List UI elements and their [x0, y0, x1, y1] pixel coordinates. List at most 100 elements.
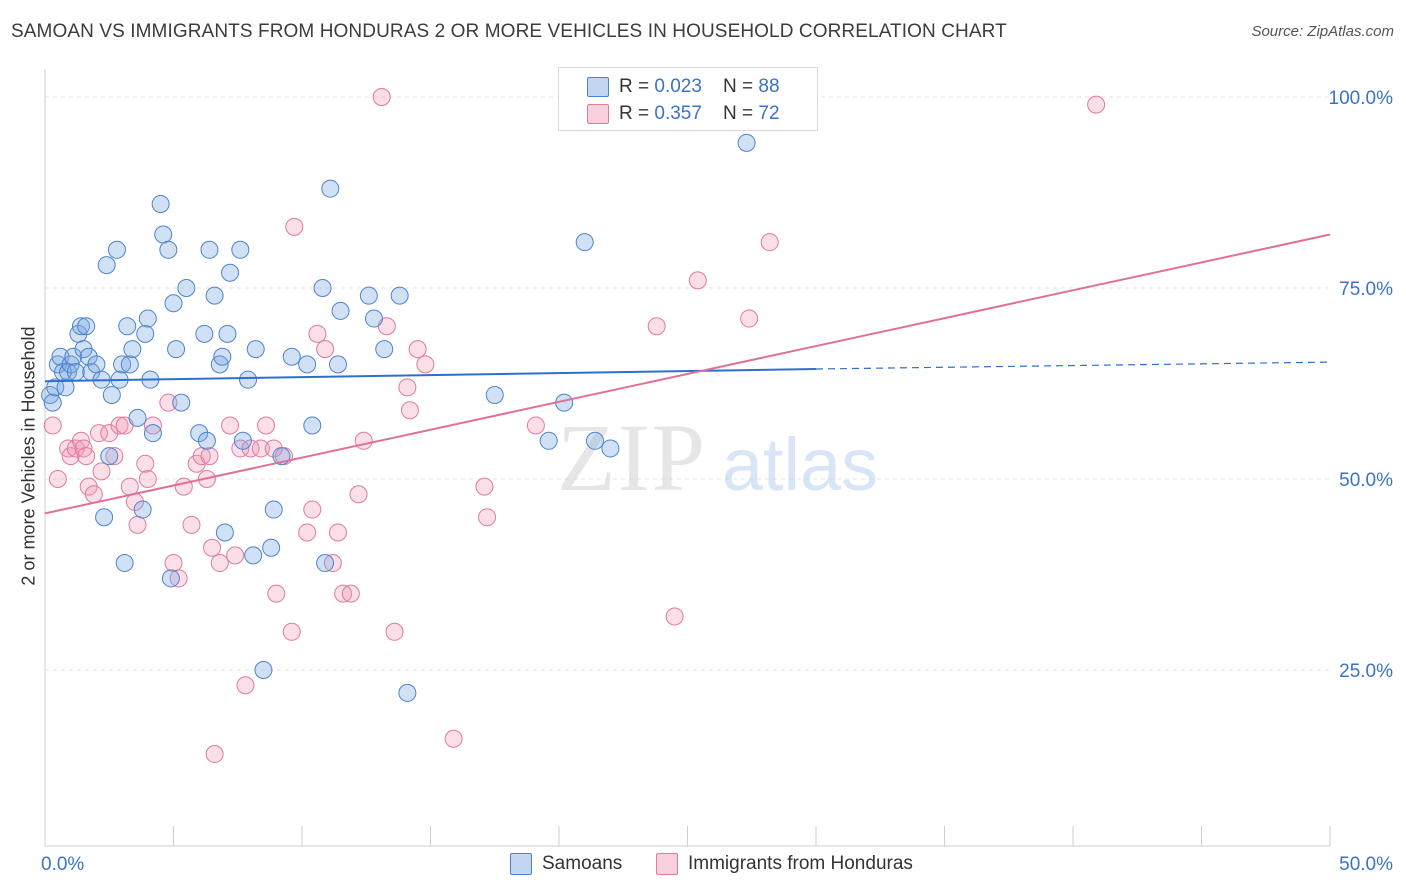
point-samoans — [213, 347, 232, 366]
point-honduras — [647, 317, 666, 336]
point-samoans — [56, 378, 75, 397]
point-samoans — [575, 233, 594, 252]
point-honduras — [760, 233, 779, 252]
correlation-legend: R = 0.023 N = 88 R = 0.357 N = 72 — [558, 67, 818, 131]
point-samoans — [398, 683, 417, 702]
point-honduras — [267, 584, 286, 603]
point-samoans — [195, 324, 214, 343]
x-tick-label: 50.0% — [1339, 854, 1393, 875]
point-samoans — [328, 355, 347, 374]
point-samoans — [164, 294, 183, 313]
legend-n-label: N = — [723, 76, 759, 97]
bottom-swatch-honduras — [656, 853, 678, 875]
point-samoans — [79, 347, 98, 366]
watermark-zip: ZIP — [557, 404, 707, 511]
point-samoans — [244, 546, 263, 565]
point-honduras — [416, 355, 435, 374]
point-samoans — [215, 523, 234, 542]
watermark: ZIP atlas — [557, 404, 878, 511]
legend-r-label: R = — [619, 76, 655, 97]
point-honduras — [100, 424, 119, 443]
trend-lines — [44, 233, 1331, 515]
point-honduras — [143, 416, 162, 435]
legend-swatch-honduras — [587, 104, 609, 124]
bottom-legend-honduras: Immigrants from Honduras — [656, 852, 913, 876]
point-samoans — [87, 355, 106, 374]
point-samoans — [364, 309, 383, 328]
point-honduras — [478, 508, 497, 527]
point-samoans — [115, 554, 134, 573]
bottom-legend-label-samoans: Samoans — [542, 853, 623, 874]
point-samoans — [375, 340, 394, 359]
point-honduras — [475, 477, 494, 496]
point-samoans — [282, 347, 301, 366]
point-honduras — [316, 340, 335, 359]
point-honduras — [221, 416, 240, 435]
point-honduras — [341, 584, 360, 603]
point-honduras — [164, 554, 183, 573]
point-samoans — [64, 347, 83, 366]
point-honduras — [200, 447, 219, 466]
y-tick-label: 100.0% — [1329, 88, 1394, 109]
y-tick-label: 75.0% — [1339, 279, 1393, 300]
point-samoans — [316, 554, 335, 573]
point-honduras — [400, 401, 419, 420]
point-samoans — [143, 424, 162, 443]
point-honduras — [203, 538, 222, 557]
point-samoans — [205, 286, 224, 305]
point-honduras — [84, 485, 103, 504]
point-samoans — [218, 324, 237, 343]
point-honduras — [257, 416, 276, 435]
point-honduras — [740, 309, 759, 328]
point-honduras — [48, 470, 67, 488]
y-tick-label: 50.0% — [1339, 470, 1393, 491]
legend-n-label: N = — [723, 103, 759, 124]
point-honduras — [444, 729, 463, 748]
point-honduras — [205, 745, 224, 764]
grid — [45, 96, 1330, 671]
point-samoans — [190, 424, 209, 443]
point-samoans — [264, 500, 283, 519]
point-honduras — [92, 462, 111, 481]
point-honduras — [308, 324, 327, 343]
point-honduras — [688, 271, 707, 290]
point-samoans — [120, 355, 139, 374]
point-samoans — [159, 240, 178, 259]
point-honduras — [136, 454, 155, 473]
point-samoans — [123, 340, 142, 359]
point-samoans — [167, 340, 186, 359]
point-samoans — [233, 431, 252, 450]
point-honduras — [349, 485, 368, 504]
point-honduras — [526, 416, 545, 435]
point-samoans — [601, 439, 620, 458]
point-samoans — [254, 661, 273, 679]
point-samoans — [100, 447, 119, 466]
y-tick-label: 25.0% — [1339, 661, 1393, 682]
point-samoans — [359, 286, 378, 305]
point-samoans — [128, 408, 147, 427]
point-samoans — [246, 340, 265, 359]
trend-line-samoans — [44, 367, 817, 383]
point-honduras — [182, 515, 201, 534]
legend-r-value-honduras: 0.357 — [654, 103, 702, 124]
point-honduras — [77, 447, 96, 466]
point-samoans — [97, 256, 116, 275]
point-honduras — [174, 477, 193, 496]
watermark-atlas: atlas — [722, 423, 878, 506]
point-samoans — [51, 347, 70, 366]
point-honduras — [110, 416, 129, 435]
point-samoans — [107, 240, 126, 259]
point-honduras — [210, 554, 229, 573]
legend-n-value-samoans: 88 — [758, 76, 780, 97]
point-samoans — [71, 317, 90, 336]
point-samoans — [262, 538, 281, 557]
point-samoans — [331, 301, 350, 320]
point-honduras — [385, 622, 404, 641]
point-honduras — [264, 439, 283, 458]
trend-line-honduras — [44, 233, 1331, 515]
point-samoans — [95, 508, 114, 527]
point-honduras — [138, 470, 157, 488]
point-honduras — [241, 439, 260, 458]
legend-swatch-samoans — [587, 77, 609, 97]
point-honduras — [43, 416, 62, 435]
